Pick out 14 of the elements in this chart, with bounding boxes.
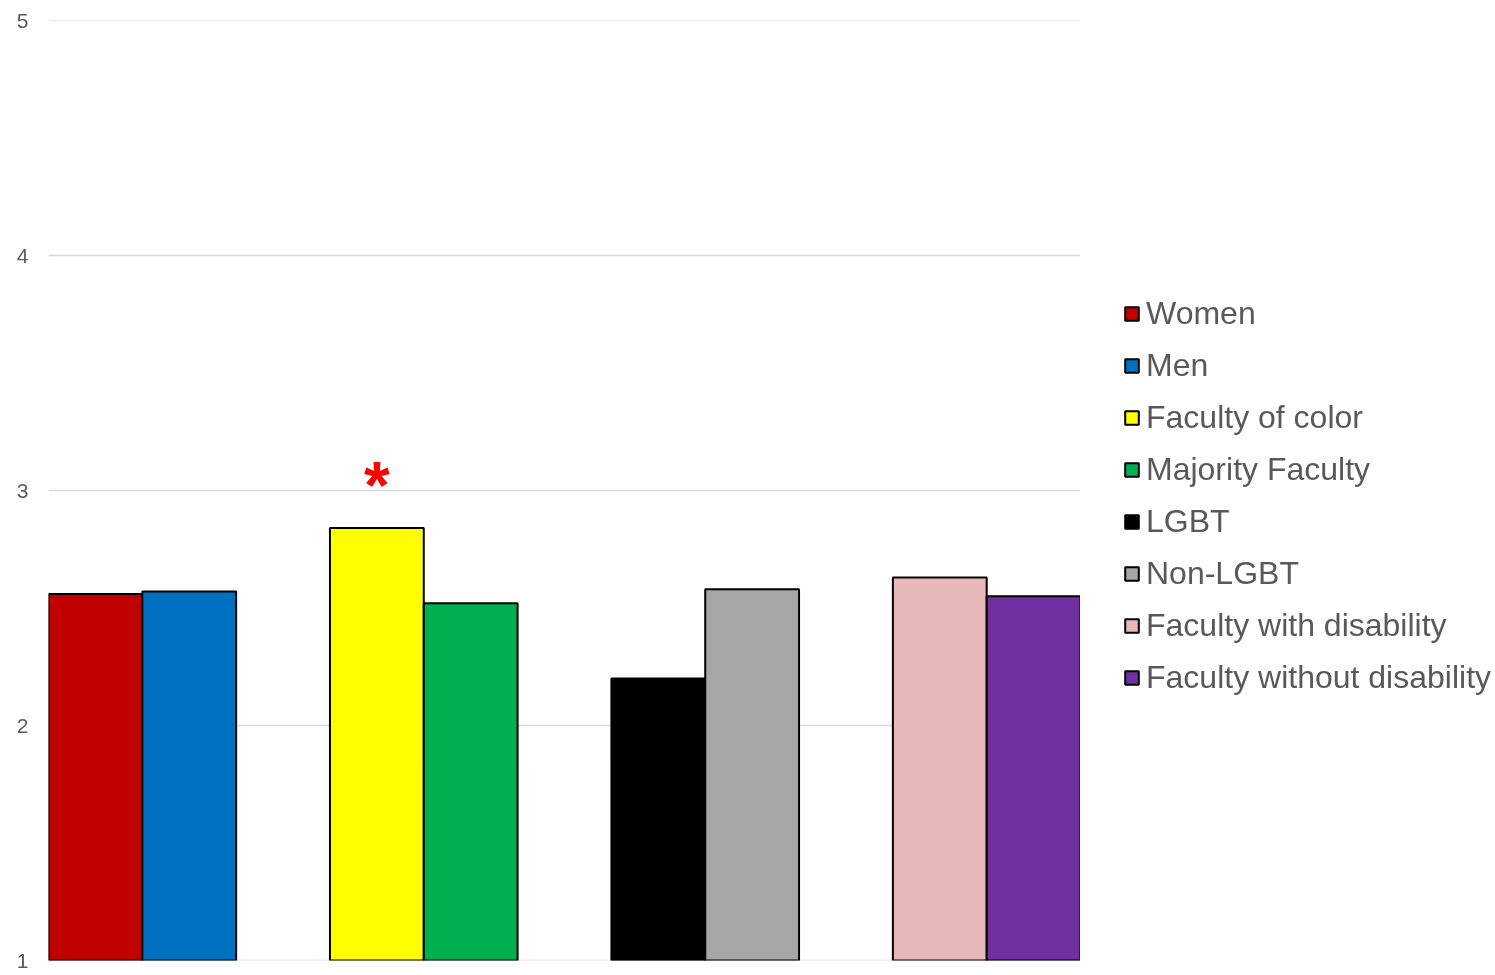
legend-label: Faculty with disability (1146, 606, 1447, 644)
legend-label: Non-LGBT (1146, 554, 1299, 592)
y-tick-label: 3 (16, 478, 29, 502)
legend-label: Faculty of color (1146, 398, 1363, 436)
legend-label: Majority Faculty (1146, 450, 1371, 488)
y-tick-label: 1 (16, 948, 29, 972)
y-tick-label: 4 (16, 243, 29, 267)
legend-label: LGBT (1146, 502, 1230, 540)
legend-label: Women (1146, 294, 1256, 332)
legend-label: Men (1146, 346, 1209, 384)
legend-label: Faculty without disability (1146, 658, 1492, 696)
y-tick-label: 2 (16, 713, 29, 737)
y-tick-label: 5 (16, 8, 29, 32)
annotation: * (364, 448, 391, 523)
